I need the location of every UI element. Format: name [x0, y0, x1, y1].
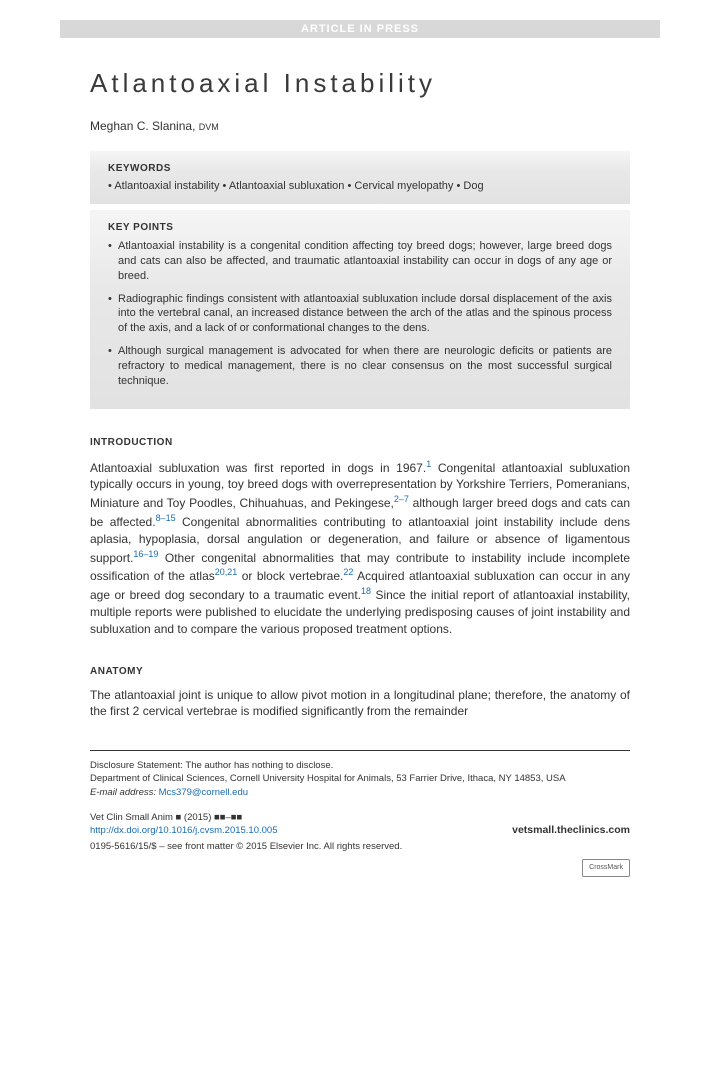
- doi-link[interactable]: http://dx.doi.org/10.1016/j.cvsm.2015.10…: [90, 824, 278, 837]
- keyword-item: Cervical myelopathy: [354, 180, 453, 192]
- reference-link[interactable]: 16–19: [133, 549, 158, 559]
- introduction-header: INTRODUCTION: [90, 437, 630, 448]
- disclosure-statement: Disclosure Statement: The author has not…: [90, 759, 630, 772]
- journal-left: Vet Clin Small Anim ■ (2015) ■■–■■ http:…: [90, 811, 278, 838]
- affiliation: Department of Clinical Sciences, Cornell…: [90, 772, 630, 785]
- reference-link[interactable]: 2–7: [394, 494, 409, 504]
- journal-site-link[interactable]: vetsmall.theclinics.com: [512, 823, 630, 838]
- reference-link[interactable]: 22: [343, 567, 353, 577]
- article-title: Atlantoaxial Instability: [90, 68, 630, 99]
- author-credentials: DVM: [199, 122, 219, 132]
- keypoints-box: KEY POINTS Atlantoaxial instability is a…: [90, 210, 630, 409]
- keyword-item: Dog: [463, 180, 483, 192]
- keyword-item: Atlantoaxial instability: [114, 180, 219, 192]
- email-line: E-mail address: Mcs379@cornell.edu: [90, 786, 630, 799]
- article-in-press-banner: ARTICLE IN PRESS: [60, 20, 660, 38]
- keyword-item: Atlantoaxial subluxation: [229, 180, 345, 192]
- author-line: Meghan C. Slanina, DVM: [90, 119, 630, 133]
- text-run: or block vertebrae.: [237, 569, 343, 583]
- email-label: E-mail address:: [90, 787, 156, 798]
- copyright-line: 0195-5616/15/$ – see front matter © 2015…: [90, 840, 630, 853]
- keypoints-header: KEY POINTS: [108, 222, 612, 233]
- journal-citation: Vet Clin Small Anim ■ (2015) ■■–■■: [90, 811, 278, 824]
- keywords-box: KEYWORDS • Atlantoaxial instability • At…: [90, 151, 630, 204]
- anatomy-header: ANATOMY: [90, 666, 630, 677]
- email-link[interactable]: Mcs379@cornell.edu: [159, 787, 248, 798]
- keywords-header: KEYWORDS: [108, 163, 612, 174]
- reference-link[interactable]: 8–15: [156, 513, 176, 523]
- anatomy-paragraph: The atlantoaxial joint is unique to allo…: [90, 687, 630, 721]
- keypoint-item: Atlantoaxial instability is a congenital…: [108, 239, 612, 284]
- keypoint-item: Radiographic findings consistent with at…: [108, 292, 612, 337]
- reference-link[interactable]: 20,21: [215, 567, 238, 577]
- reference-link[interactable]: 18: [361, 586, 371, 596]
- keywords-list: • Atlantoaxial instability • Atlantoaxia…: [108, 180, 612, 192]
- crossmark-icon[interactable]: CrossMark: [582, 859, 630, 877]
- text-run: Atlantoaxial subluxation was first repor…: [90, 461, 426, 475]
- introduction-paragraph: Atlantoaxial subluxation was first repor…: [90, 458, 630, 638]
- keypoint-item: Although surgical management is advocate…: [108, 344, 612, 389]
- keypoints-list: Atlantoaxial instability is a congenital…: [108, 239, 612, 389]
- author-name: Meghan C. Slanina,: [90, 119, 195, 133]
- crossmark-area: CrossMark: [90, 859, 630, 877]
- footer: Disclosure Statement: The author has not…: [90, 750, 630, 877]
- page-content: Atlantoaxial Instability Meghan C. Slani…: [0, 38, 720, 897]
- journal-line: Vet Clin Small Anim ■ (2015) ■■–■■ http:…: [90, 811, 630, 838]
